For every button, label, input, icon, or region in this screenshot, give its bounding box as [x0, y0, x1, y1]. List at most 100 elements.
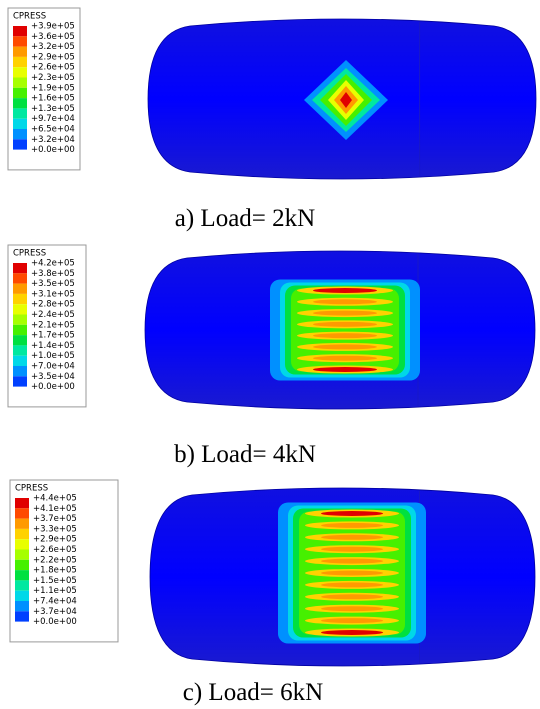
legend-swatch — [13, 98, 27, 108]
legend-label: +0.0e+00 — [33, 617, 77, 627]
legend-swatch — [15, 519, 29, 529]
legend-label: +1.8e+05 — [33, 566, 77, 576]
legend-swatch — [13, 119, 27, 129]
legend-label: +3.8e+05 — [31, 269, 75, 279]
legend-swatch — [13, 26, 27, 36]
legend-swatch — [13, 273, 27, 283]
caption: b) Load= 4kN — [174, 441, 316, 468]
legend-swatch — [15, 580, 29, 590]
legend-swatch — [15, 550, 29, 560]
legend-swatch — [15, 611, 29, 621]
legend-swatch — [13, 139, 27, 149]
figure: CPRESS+3.9e+05+3.6e+05+3.2e+05+2.9e+05+2… — [0, 0, 540, 709]
legend-swatch — [15, 529, 29, 539]
legend-swatch — [13, 294, 27, 304]
legend-label: +2.6e+05 — [31, 63, 75, 73]
contour — [313, 288, 377, 293]
contour — [321, 618, 383, 623]
legend-swatch — [13, 325, 27, 335]
legend-label: +2.8e+05 — [31, 300, 75, 310]
legend-swatch — [15, 508, 29, 518]
legend-label: +1.1e+05 — [33, 586, 77, 596]
contour — [321, 571, 383, 576]
legend-label: +1.3e+05 — [31, 104, 75, 114]
panel: CPRESS+3.9e+05+3.6e+05+3.2e+05+2.9e+05+2… — [8, 8, 536, 232]
legend-label: +3.7e+05 — [33, 514, 77, 524]
legend-label: +2.1e+05 — [31, 320, 75, 330]
contour — [321, 606, 383, 611]
legend-label: +1.6e+05 — [31, 94, 75, 104]
legend-label: +2.2e+05 — [33, 555, 77, 565]
legend-swatch — [15, 560, 29, 570]
contour — [313, 344, 377, 349]
contour — [321, 582, 383, 587]
legend-swatch — [13, 36, 27, 46]
legend-swatch — [13, 366, 27, 376]
legend-label: +3.5e+05 — [31, 279, 75, 289]
legend-swatch — [13, 315, 27, 325]
legend-swatch — [15, 601, 29, 611]
legend-label: +3.9e+05 — [31, 22, 75, 32]
legend-label: +4.1e+05 — [33, 504, 77, 514]
legend-swatch — [15, 570, 29, 580]
legend-label: +1.7e+05 — [31, 331, 75, 341]
legend-label: +9.7e+04 — [31, 114, 75, 124]
legend-label: +2.9e+05 — [33, 535, 77, 545]
legend-label: +6.5e+04 — [31, 125, 75, 135]
legend-label: +3.5e+04 — [31, 372, 75, 382]
legend-swatch — [13, 88, 27, 98]
legend-swatch — [13, 304, 27, 314]
legend-swatch — [15, 539, 29, 549]
panel: CPRESS+4.4e+05+4.1e+05+3.7e+05+3.3e+05+2… — [10, 480, 535, 706]
legend-label: +4.4e+05 — [33, 494, 77, 504]
legend-label: +3.1e+05 — [31, 289, 75, 299]
legend-title: CPRESS — [15, 484, 48, 494]
contour — [313, 333, 377, 338]
contour — [321, 559, 383, 564]
legend-label: +2.3e+05 — [31, 73, 75, 83]
legend-swatch — [13, 345, 27, 355]
legend-title: CPRESS — [13, 12, 46, 22]
caption: a) Load= 2kN — [175, 205, 315, 232]
legend-label: +1.0e+05 — [31, 351, 75, 361]
contour — [321, 594, 383, 599]
legend-swatch — [13, 356, 27, 366]
contour — [313, 367, 377, 372]
legend-swatch — [13, 376, 27, 386]
legend-swatch — [15, 591, 29, 601]
legend-swatch — [13, 47, 27, 57]
legend-swatch — [13, 67, 27, 77]
legend-label: +2.6e+05 — [33, 545, 77, 555]
legend-swatch — [13, 108, 27, 118]
contour — [321, 523, 383, 528]
contour — [313, 299, 377, 304]
legend-title: CPRESS — [13, 249, 46, 259]
legend-swatch — [13, 129, 27, 139]
legend-label: +1.4e+05 — [31, 341, 75, 351]
contour — [313, 322, 377, 327]
legend-label: +0.0e+00 — [31, 145, 75, 155]
contour — [321, 535, 383, 540]
legend-swatch — [13, 57, 27, 67]
legend-label: +1.5e+05 — [33, 576, 77, 586]
legend-label: +1.9e+05 — [31, 83, 75, 93]
legend-swatch — [13, 263, 27, 273]
legend-label: +2.9e+05 — [31, 52, 75, 62]
panel: CPRESS+4.2e+05+3.8e+05+3.5e+05+3.1e+05+2… — [8, 245, 535, 468]
legend-swatch — [13, 335, 27, 345]
legend-label: +4.2e+05 — [31, 259, 75, 269]
legend-swatch — [13, 78, 27, 88]
legend-label: +3.7e+04 — [33, 607, 77, 617]
legend-swatch — [15, 498, 29, 508]
legend-label: +7.4e+04 — [33, 597, 77, 607]
legend-label: +3.3e+05 — [33, 524, 77, 534]
legend-label: +7.0e+04 — [31, 362, 75, 372]
legend-swatch — [13, 284, 27, 294]
contour — [313, 311, 377, 316]
contour — [313, 356, 377, 361]
legend-label: +0.0e+00 — [31, 382, 75, 392]
contour — [321, 547, 383, 552]
legend-label: +3.6e+05 — [31, 32, 75, 42]
legend-label: +3.2e+04 — [31, 135, 75, 145]
legend-label: +3.2e+05 — [31, 42, 75, 52]
